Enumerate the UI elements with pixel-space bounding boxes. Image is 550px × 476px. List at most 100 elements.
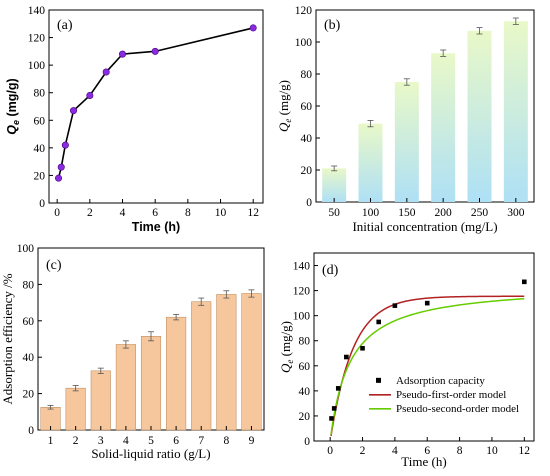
- ytick-label-c: 60: [23, 316, 35, 328]
- ytick-label-b: 100: [295, 37, 313, 49]
- y-axis-label-d: Qe (mg/g): [278, 321, 295, 373]
- pseudo-first-order-curve: [330, 295, 525, 437]
- data-point-d: [376, 319, 382, 325]
- ytick-label-d: 120: [293, 286, 311, 298]
- panel-d-chart: 0 20 40 60 80 100 120 140 0 2 4 6 8 10 12 Adsorption ca…: [278, 252, 535, 469]
- pseudo-second-order-curve: [330, 297, 525, 435]
- y-axis-label-a: Qe (mg/g): [5, 78, 21, 134]
- bar-b: [503, 21, 528, 203]
- ytick-label-d: 80: [299, 336, 311, 348]
- xtick-label-a: 0: [54, 207, 60, 219]
- x-axis-label-b: Initial concentration (mg/L): [352, 219, 497, 234]
- panel-label-a: (a): [57, 18, 73, 33]
- data-point-d: [521, 279, 527, 285]
- ytick-label-a: 20: [34, 170, 46, 182]
- x-axis-label-c: Solid-liquid ratio (g/L): [91, 446, 210, 461]
- ytick-label-a: 60: [34, 115, 46, 127]
- ytick-label-b: 120: [295, 5, 313, 17]
- data-point-a: [55, 174, 63, 182]
- data-point-d: [335, 386, 341, 391]
- xtick-label-c: 5: [148, 435, 154, 447]
- ytick-label-a: 100: [28, 60, 46, 72]
- data-point-a: [86, 91, 94, 99]
- data-point-d: [424, 300, 430, 306]
- ytick-label-b: 60: [301, 101, 313, 113]
- data-point-d: [392, 303, 398, 308]
- x-axis-label-d: Time (h): [401, 454, 446, 469]
- xtick-label-c: 4: [123, 435, 129, 447]
- xtick-label-c: 3: [98, 435, 104, 447]
- bar-c: [241, 293, 262, 431]
- ytick-label-c: 100: [17, 243, 35, 255]
- xtick-label-d: 12: [519, 445, 531, 457]
- ytick-label-b: 40: [301, 133, 313, 145]
- x-axis-label-a: Time (h): [132, 220, 180, 234]
- ytick-label-c: 20: [23, 389, 35, 401]
- bar-b: [358, 123, 383, 202]
- ytick-label-b: 0: [306, 197, 312, 209]
- ytick-label-b: 80: [301, 69, 313, 81]
- xtick-label-c: 1: [48, 435, 54, 447]
- data-point-d: [344, 354, 349, 360]
- xtick-label-b: 150: [398, 207, 416, 219]
- bar-b: [467, 30, 492, 202]
- xtick-label-c: 9: [249, 435, 255, 447]
- xtick-label-b: 50: [328, 207, 340, 219]
- ytick-label-d: 40: [299, 386, 311, 398]
- xtick-label-d: 0: [327, 445, 333, 457]
- xtick-label-d: 10: [486, 445, 498, 457]
- ytick-label-d: 20: [299, 411, 311, 423]
- ytick-label-a: 0: [39, 198, 45, 210]
- ytick-label-d: 140: [293, 261, 311, 273]
- xtick-label-a: 12: [247, 207, 259, 219]
- bar-c: [90, 370, 111, 431]
- data-point-a: [70, 107, 78, 115]
- panel-label-c: (c): [46, 258, 62, 273]
- panel-label-d: (d): [322, 263, 339, 278]
- xtick-label-d: 4: [392, 445, 398, 457]
- bar-c: [115, 344, 136, 431]
- xtick-label-b: 300: [507, 207, 525, 219]
- bar-b: [322, 168, 347, 202]
- ytick-label-a: 40: [34, 143, 46, 155]
- data-point-a: [61, 141, 69, 149]
- xtick-label-c: 2: [73, 435, 79, 447]
- data-point-a: [102, 68, 110, 76]
- plot-area-b: [315, 9, 535, 203]
- xtick-label-a: 4: [120, 207, 126, 219]
- legend-marker-adsorption: [376, 377, 381, 383]
- plot-area-a: [48, 9, 264, 204]
- xtick-label-a: 10: [215, 207, 227, 219]
- xtick-label-c: 6: [173, 435, 179, 447]
- legend-label-adsorption: Adsorption capacity: [396, 375, 485, 387]
- plot-area-d: [313, 252, 535, 442]
- data-point-d: [331, 406, 337, 411]
- panel-label-b: (b): [324, 18, 341, 33]
- xtick-label-a: 8: [185, 207, 191, 219]
- y-axis-label-c: Adsorption efficiency /%: [0, 273, 15, 404]
- ytick-label-d: 60: [299, 361, 311, 373]
- xtick-label-a: 6: [152, 207, 158, 219]
- bar-c: [191, 301, 212, 431]
- xtick-label-d: 8: [457, 445, 463, 457]
- data-point-d: [329, 416, 334, 421]
- xtick-label-b: 100: [362, 207, 380, 219]
- xtick-label-b: 200: [435, 207, 453, 219]
- xtick-label-a: 2: [87, 207, 93, 219]
- xtick-label-d: 2: [360, 445, 366, 457]
- ytick-label-d: 0: [304, 436, 310, 448]
- data-point-a: [119, 50, 127, 58]
- ytick-label-d: 100: [293, 311, 311, 323]
- data-point-d: [360, 345, 365, 351]
- bar-b: [431, 53, 456, 203]
- ytick-label-a: 120: [28, 33, 46, 45]
- ytick-label-c: 0: [28, 425, 34, 437]
- bar-c: [140, 336, 162, 431]
- xtick-label-c: 7: [198, 435, 204, 447]
- ytick-label-c: 40: [23, 352, 35, 364]
- panel-b-chart: 0 20 40 60 80 100 120 50 100 150 200 250 300 (b) Initi…: [276, 5, 535, 234]
- bar-c: [166, 316, 187, 431]
- bar-c: [65, 387, 86, 431]
- xtick-label-b: 250: [471, 207, 489, 219]
